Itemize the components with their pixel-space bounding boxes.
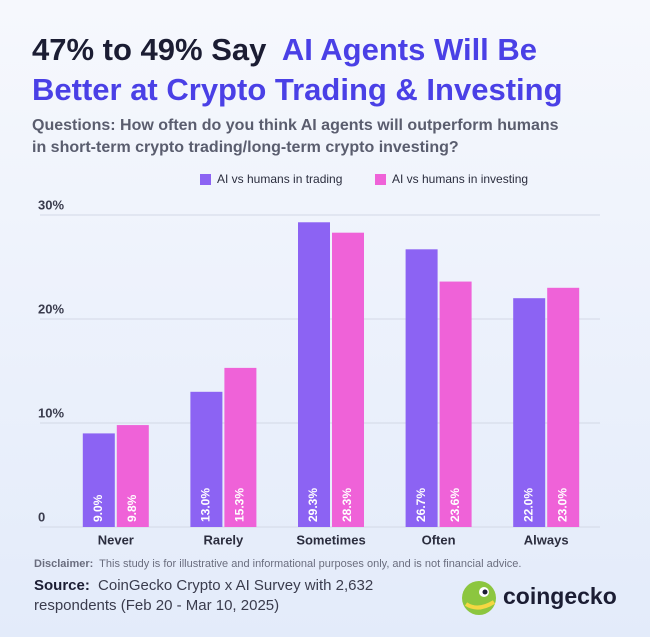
plot: 0 10% 20% 30% Never 9.0% 9.8% Rarely 13.0% 15.3% S… <box>38 197 600 547</box>
chart-title: 47% to 49% Say AI Agents Will Be <box>32 32 537 67</box>
legend-swatch <box>375 174 386 185</box>
value-label: 9.8% <box>125 494 139 522</box>
subtitle-line: in short-term crypto trading/long-term c… <box>32 139 459 156</box>
x-tick-label: Never <box>98 532 134 547</box>
bar <box>332 232 364 527</box>
title-part: Better at Crypto Trading & Investing <box>32 72 563 107</box>
disclaimer: Disclaimer: This study is for illustrati… <box>34 558 521 570</box>
y-tick-label: 10% <box>38 405 64 420</box>
y-tick-label: 20% <box>38 301 64 316</box>
logo-pupil <box>482 589 488 595</box>
value-label: 29.3% <box>306 488 320 522</box>
legend-label: AI vs humans in trading <box>217 172 342 186</box>
chart-title: Better at Crypto Trading & Investing <box>32 72 563 107</box>
legend-label: AI vs humans in investing <box>392 172 528 186</box>
x-tick-label: Always <box>524 532 569 547</box>
value-label: 28.3% <box>340 488 354 522</box>
subtitle-line: Questions: How often do you think AI age… <box>32 117 559 134</box>
source-text: CoinGecko Crypto x AI Survey with 2,632 <box>98 577 373 594</box>
value-label: 26.7% <box>414 488 428 522</box>
value-label: 9.0% <box>91 494 105 522</box>
source-label: Source: <box>34 577 90 594</box>
x-tick-label: Rarely <box>204 532 245 547</box>
title-part: 47% to 49% Say <box>32 32 267 67</box>
value-label: 23.0% <box>555 488 569 522</box>
value-label: 15.3% <box>233 488 247 522</box>
disclaimer-label: Disclaimer: <box>34 558 93 570</box>
source: Source: CoinGecko Crypto x AI Survey wit… <box>34 577 373 594</box>
logo-circle <box>462 581 496 615</box>
bar <box>439 281 472 527</box>
title-part: AI Agents Will Be <box>282 32 537 67</box>
source-text: respondents (Feb 20 - Mar 10, 2025) <box>34 597 279 614</box>
y-tick-label: 30% <box>38 197 64 212</box>
value-label: 23.6% <box>448 488 462 522</box>
value-label: 13.0% <box>199 488 213 522</box>
disclaimer-text: This study is for illustrative and infor… <box>99 558 521 570</box>
bar <box>298 222 330 527</box>
logo-word: coingecko <box>503 583 617 609</box>
bar <box>190 391 223 527</box>
x-tick-label: Sometimes <box>296 532 365 547</box>
logo-mark <box>464 600 496 610</box>
value-label: 22.0% <box>521 488 535 522</box>
bar <box>405 249 438 527</box>
legend: AI vs humans in trading AI vs humans in i… <box>200 172 528 186</box>
subtitle: in short-term crypto trading/long-term c… <box>32 139 459 156</box>
bar <box>513 298 546 527</box>
y-tick-label: 0 <box>38 509 45 524</box>
legend-swatch <box>200 174 211 185</box>
bar <box>547 287 580 527</box>
logo-text: coingecko <box>503 583 617 609</box>
source: respondents (Feb 20 - Mar 10, 2025) <box>34 597 279 614</box>
x-tick-label: Often <box>422 532 456 547</box>
logo-icon <box>462 581 496 615</box>
bar <box>116 425 149 527</box>
bar <box>224 367 257 527</box>
bar <box>82 433 115 527</box>
subtitle: Questions: How often do you think AI age… <box>32 117 559 134</box>
